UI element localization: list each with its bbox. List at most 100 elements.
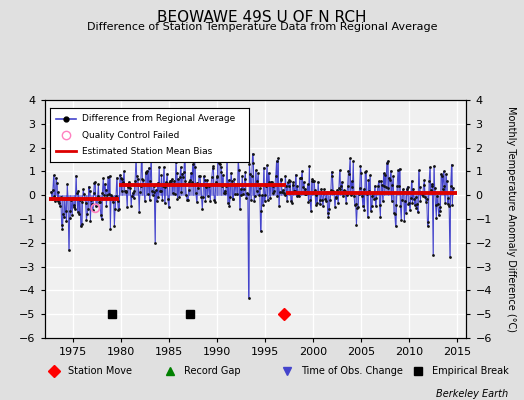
Point xyxy=(114,207,123,214)
Point xyxy=(336,186,345,192)
Point xyxy=(276,189,284,196)
Point xyxy=(211,198,219,205)
Point xyxy=(145,197,154,204)
Point xyxy=(221,187,229,194)
Point xyxy=(343,192,351,198)
Point xyxy=(267,179,275,185)
Point xyxy=(72,172,80,179)
Point xyxy=(141,170,150,176)
Point xyxy=(172,158,180,165)
Point xyxy=(194,184,202,191)
Point xyxy=(399,186,407,192)
Point xyxy=(176,174,184,180)
Point xyxy=(277,176,286,183)
Point xyxy=(432,215,441,221)
Point xyxy=(209,165,217,171)
Point xyxy=(113,174,121,181)
Point xyxy=(181,178,190,184)
Point xyxy=(117,188,126,194)
Point xyxy=(280,192,289,198)
Point xyxy=(98,190,106,196)
Point xyxy=(216,164,225,170)
Point xyxy=(419,182,428,188)
Point xyxy=(441,200,449,206)
Point xyxy=(315,201,324,207)
Point xyxy=(110,195,118,202)
Point xyxy=(96,212,105,218)
Point xyxy=(278,189,286,196)
Point xyxy=(79,186,88,193)
Point xyxy=(275,202,283,209)
Point xyxy=(348,184,357,190)
Point xyxy=(136,189,144,195)
Point xyxy=(246,171,254,177)
Point xyxy=(169,181,178,187)
Point xyxy=(85,188,94,194)
Point xyxy=(323,188,331,195)
Point xyxy=(195,173,204,180)
Point xyxy=(222,183,231,189)
Point xyxy=(152,187,160,193)
Point xyxy=(316,197,325,203)
Point xyxy=(151,240,159,246)
Point xyxy=(189,180,198,187)
Point xyxy=(78,221,86,227)
Point xyxy=(355,185,364,192)
Point xyxy=(88,201,96,208)
Point xyxy=(399,189,408,196)
Point xyxy=(302,190,310,197)
Point xyxy=(437,171,445,177)
Point xyxy=(325,206,333,212)
Point xyxy=(343,183,352,190)
Point xyxy=(424,219,432,225)
Point xyxy=(328,172,336,179)
Point xyxy=(422,196,431,202)
Point xyxy=(390,210,398,216)
Point xyxy=(48,196,56,202)
Point xyxy=(169,190,177,196)
Point xyxy=(180,152,189,159)
Point xyxy=(301,186,310,192)
Point xyxy=(341,188,350,194)
Point xyxy=(329,188,337,194)
Point xyxy=(402,185,411,192)
Point xyxy=(308,176,316,182)
Point xyxy=(407,178,416,184)
Point xyxy=(381,172,389,178)
Point xyxy=(370,196,378,202)
Point xyxy=(148,191,157,198)
Point xyxy=(396,203,405,209)
Point xyxy=(92,203,100,209)
Point xyxy=(328,168,336,175)
Point xyxy=(391,223,400,230)
Point xyxy=(201,198,210,204)
Point xyxy=(255,192,263,198)
Point xyxy=(340,189,348,195)
Text: Berkeley Earth: Berkeley Earth xyxy=(436,389,508,399)
Point xyxy=(357,170,365,176)
Point xyxy=(442,171,450,178)
Point xyxy=(221,190,230,196)
Point xyxy=(81,200,90,206)
Point xyxy=(96,199,104,205)
Point xyxy=(299,184,307,190)
Point xyxy=(128,190,137,196)
Point xyxy=(262,183,270,189)
Point xyxy=(412,205,421,212)
Text: Estimated Station Mean Bias: Estimated Station Mean Bias xyxy=(82,147,212,156)
Point xyxy=(393,183,401,189)
Point xyxy=(133,173,141,179)
Point xyxy=(166,178,174,184)
Point xyxy=(396,165,404,172)
Point xyxy=(207,181,215,187)
Point xyxy=(60,214,68,220)
Point xyxy=(108,194,116,200)
Point xyxy=(183,197,191,203)
Point xyxy=(163,196,172,203)
Point xyxy=(405,200,413,206)
Point xyxy=(53,198,62,204)
Point xyxy=(283,179,292,186)
Point xyxy=(358,193,366,199)
Point xyxy=(366,172,374,178)
Point xyxy=(220,190,228,196)
